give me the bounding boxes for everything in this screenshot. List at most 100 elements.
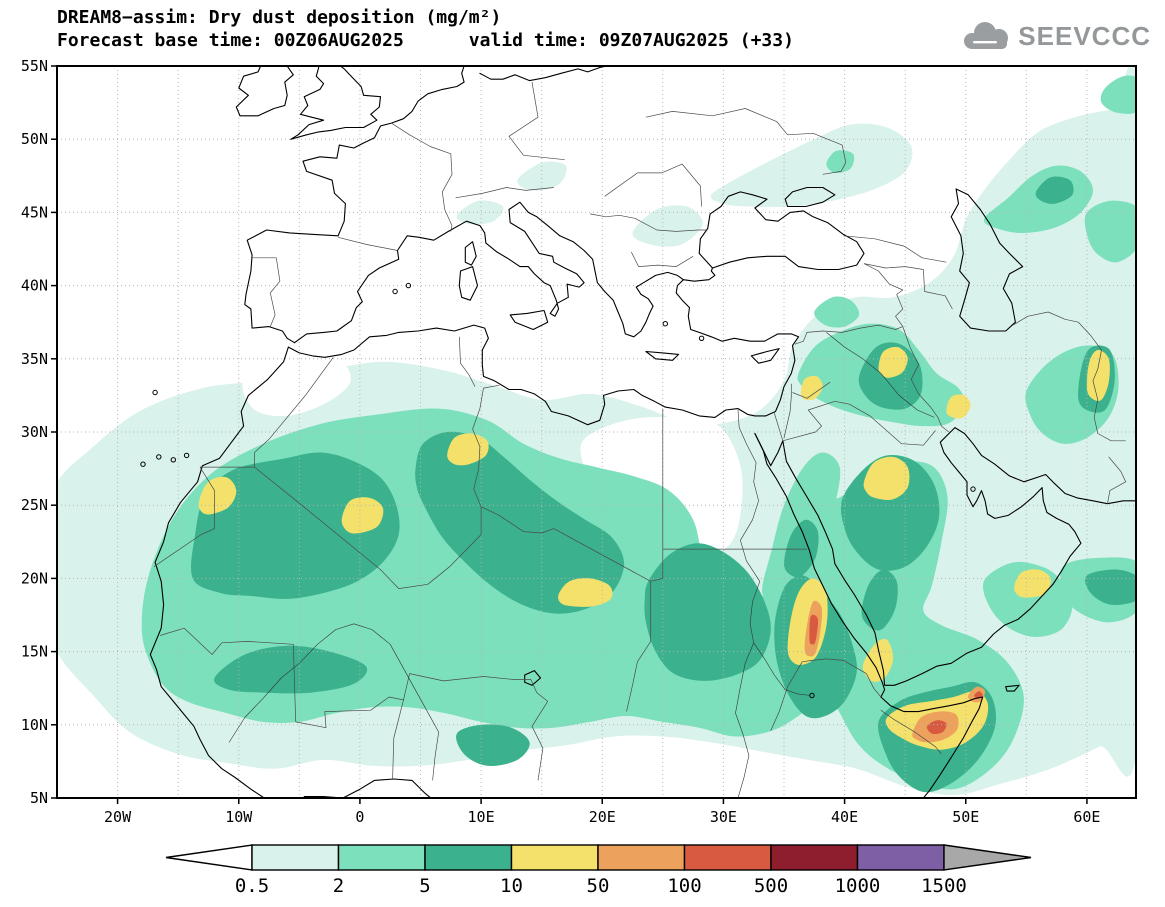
country-border: [252, 257, 281, 327]
country-border: [880, 709, 942, 755]
dust-region-sahel-band: [214, 645, 368, 694]
lon-label-10W: 10W: [225, 808, 253, 826]
lon-label-30E: 30E: [710, 808, 737, 826]
sea-or-island-outline: [524, 670, 542, 686]
country-border: [630, 251, 694, 267]
coastline: [235, 66, 262, 117]
lon-label-10E: 10E: [468, 808, 495, 826]
sea-or-island-outline: [645, 350, 680, 361]
country-border: [863, 263, 953, 310]
country-border: [783, 383, 792, 438]
colorbar-label-500: 500: [754, 875, 788, 897]
dust-region-west-sahara-mali: [190, 452, 400, 599]
coastline: [287, 279, 800, 426]
country-border: [843, 235, 947, 263]
small-island: [662, 321, 668, 327]
colorbar: 0.5 2 5 10 50 100 500 1000 1500: [165, 844, 1032, 897]
dust-region-y-niger-chad: [558, 578, 613, 607]
sea-or-island-outline: [464, 241, 477, 266]
country-border: [782, 400, 836, 442]
lat-label-50N: 50N: [21, 130, 48, 148]
dust-region-central-sahara: [415, 431, 625, 614]
lat-label-25N: 25N: [21, 496, 48, 514]
country-border: [472, 384, 500, 507]
seevccc-logo: SEEVCCC: [959, 20, 1151, 52]
lat-label-20N: 20N: [21, 569, 48, 587]
colorbar-label-1500: 1500: [921, 875, 967, 897]
country-border: [254, 466, 399, 589]
river: [737, 409, 811, 696]
dust-region-y-western-sahara: [198, 476, 237, 515]
dust-region-po-valley: [456, 200, 504, 225]
colorbar-over-arrow: [943, 844, 1032, 871]
cloud-icon: [964, 22, 1009, 49]
lat-label-45N: 45N: [21, 203, 48, 221]
dust-region-northeast-corner: [1100, 75, 1136, 114]
coastline: [302, 66, 465, 237]
country-border: [392, 699, 404, 780]
colorbar-segment-50: [597, 844, 686, 871]
lon-label-40E: 40E: [831, 808, 858, 826]
country-border: [455, 187, 554, 199]
lon-label-0: 0: [355, 808, 364, 826]
colorbar-label-50: 50: [587, 875, 610, 897]
country-border: [480, 506, 651, 582]
lat-label-5N: 5N: [30, 789, 48, 807]
country-border: [458, 336, 476, 387]
colorbar-segment-0.5: [251, 844, 340, 871]
coastline: [239, 66, 294, 117]
dust-region-sudan: [644, 543, 771, 681]
country-border: [200, 357, 334, 468]
country-border: [902, 326, 950, 433]
colorbar-label-100: 100: [667, 875, 701, 897]
country-border: [770, 661, 803, 731]
country-border: [398, 506, 482, 589]
lat-label-15N: 15N: [21, 643, 48, 661]
small-island: [392, 288, 398, 295]
dust-region-central-europe: [517, 161, 567, 191]
dust-region-y-east-iran: [1086, 349, 1110, 402]
dust-region-ukraine-speck: [826, 150, 855, 174]
lon-label-20W: 20W: [104, 808, 132, 826]
river: [735, 642, 754, 798]
country-border: [338, 236, 398, 251]
country-border: [626, 581, 652, 712]
sea-or-island-outline: [698, 191, 865, 271]
small-island: [183, 452, 190, 459]
colorbar-segment-100: [683, 844, 772, 871]
country-border: [1012, 311, 1126, 442]
country-border: [802, 658, 882, 698]
country-border: [773, 412, 784, 441]
country-border: [792, 381, 831, 399]
lon-label-60E: 60E: [1073, 808, 1100, 826]
country-border: [604, 163, 702, 207]
coastline: [754, 427, 1136, 686]
small-island: [170, 457, 177, 463]
colorbar-label-10: 10: [500, 875, 523, 897]
coastline: [754, 432, 984, 798]
colorbar-label-0.5: 0.5: [235, 875, 269, 897]
small-island: [156, 454, 162, 460]
country-border: [834, 400, 936, 446]
dust-region-r-guardafui: [974, 691, 983, 699]
sea-or-island-outline: [750, 348, 780, 364]
country-border: [159, 627, 297, 722]
colorbar-label-5: 5: [419, 875, 430, 897]
dust-region-y-basra: [946, 394, 971, 419]
small-island: [140, 461, 146, 467]
coastline: [149, 346, 289, 798]
figure-title: DREAM8−assim: Dry dust deposition (mg/m²…: [57, 7, 502, 28]
dust-region-east-europe: [710, 123, 913, 208]
country-border: [645, 108, 847, 175]
seevccc-logo-text: SEEVCCC: [1018, 20, 1151, 51]
dust-region-r-eritrea: [809, 614, 819, 645]
lat-label-35N: 35N: [21, 350, 48, 368]
coastline: [244, 229, 339, 344]
coastline: [290, 66, 325, 140]
small-island: [698, 335, 705, 341]
dust-region-y-south-algeria: [341, 497, 384, 534]
colorbar-segment-5: [424, 844, 513, 871]
dust-region-east-anatolia: [814, 296, 860, 328]
